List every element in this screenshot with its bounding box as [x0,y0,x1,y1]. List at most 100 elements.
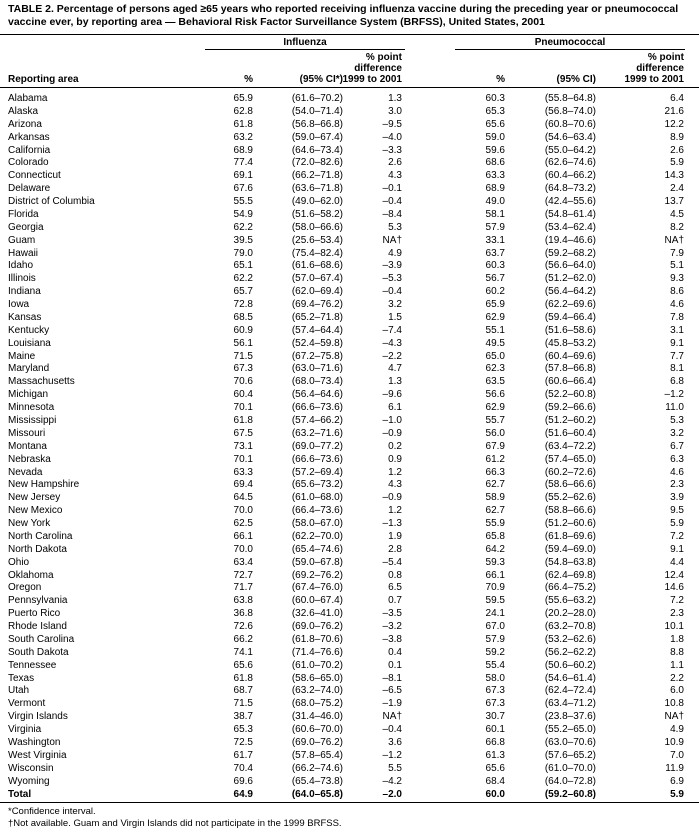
table-cell: (63.2–74.0) [291,685,343,697]
table-cell: 4.4 [670,556,684,568]
table-cell: 56.7 [485,273,505,285]
table-cell: 60.3 [485,93,505,104]
table-cell: 24.1 [485,608,505,620]
table-cell: (56.8–74.0) [544,105,596,117]
table-cell: 9.1 [670,337,684,349]
row-label: Michigan [8,389,49,401]
row-label: Maryland [8,363,50,375]
table-cell: 68.9 [233,144,253,156]
table-cell: 2.6 [388,157,402,169]
table-cell: 4.9 [670,724,684,736]
table-cell: 64.2 [485,543,505,555]
table-cell: 61.7 [233,749,253,761]
table-cell: 67.9 [485,440,505,452]
table-cell: 70.0 [233,505,253,517]
table-cell: –1.2 [382,749,402,761]
table-cell: 79.0 [233,247,253,259]
table-cell: (63.2–70.8) [544,621,596,633]
table-cell: 9.3 [670,273,684,285]
table-cell: 63.3 [485,170,505,182]
table-cell: (62.0–69.4) [291,286,343,298]
table-cell: 72.6 [233,621,253,633]
table-cell: 58.0 [485,672,505,684]
table-cell: 6.5 [388,582,402,594]
table-cell: (61.6–68.6) [291,260,343,272]
table-cell: (62.2–69.6) [544,299,596,311]
table-cell: (57.8–66.8) [544,363,596,375]
table-cell: (56.4–64.2) [544,286,596,298]
table-cell: 5.9 [670,157,684,169]
rule [0,802,699,803]
table-cell: (57.4–64.4) [291,324,343,336]
table-cell: 6.1 [388,402,402,414]
table-cell: 49.0 [485,196,505,208]
row-label: Connecticut [8,170,61,182]
table-cell: (60.6–70.0) [291,724,343,736]
table-cell: 3.2 [670,427,684,439]
table-cell: NA† [382,711,402,723]
row-label: Kentucky [8,324,50,336]
row-label: North Dakota [8,543,67,555]
table-cell: (69.0–76.2) [291,621,343,633]
table-cell: (63.4–71.2) [544,698,596,710]
row-label: Washington [8,737,61,748]
table-cell: 6.3 [670,453,684,465]
table-cell: 2.2 [670,672,684,684]
table-cell: (59.0–67.4) [291,131,343,143]
table-cell: (59.2–66.6) [544,402,596,414]
row-label: Rhode Island [8,621,67,633]
table-cell: 56.1 [233,337,253,349]
table-cell: 66.3 [485,466,505,478]
table-cell: 67.6 [233,183,253,195]
table-cell: (61.0–70.2) [291,659,343,671]
table-cell: (61.8–70.6) [291,633,343,645]
table-cell: 66.1 [233,530,253,542]
table-cell: (31.4–46.0) [291,711,343,723]
table-cell: 5.1 [670,260,684,272]
table-cell: (56.8–66.8) [291,118,343,130]
table-cell: 1.2 [388,505,402,517]
table-cell: 72.8 [233,299,253,311]
table-cell: 7.0 [670,749,684,761]
table-cell: 0.1 [388,659,402,671]
row-label: Iowa [8,299,30,311]
table-cell: (68.0–75.2) [291,698,343,710]
table-cell: 55.7 [485,415,505,426]
table-cell: (55.2–62.6) [544,492,596,504]
table-cell: 60.4 [233,389,253,401]
table-cell: (58.0–66.6) [291,221,343,233]
row-label: Indiana [8,286,41,298]
table-cell: 58.1 [485,208,505,220]
table-cell: –9.6 [382,389,402,401]
table-cell: 12.2 [664,118,684,130]
table-cell: 61.8 [233,118,253,130]
table-cell: –5.4 [382,556,402,568]
table-cell: 65.0 [485,350,505,362]
row-label: Puerto Rico [8,608,61,620]
table-cell: (75.4–82.4) [291,247,343,259]
column-header: difference [354,63,402,74]
table-cell: 67.3 [233,363,253,375]
table-cell: 69.4 [233,479,253,491]
table-cell: 62.2 [233,221,253,233]
table-cell: (64.8–73.2) [544,183,596,195]
table-cell: 55.5 [233,196,253,208]
row-label: Delaware [8,183,51,195]
table-cell: 62.7 [485,505,505,517]
table-cell: 64.9 [233,788,253,800]
table-cell: 4.3 [388,170,402,182]
table-cell: 65.6 [233,659,253,671]
table-cell: 33.1 [485,234,505,246]
table-cell: 77.4 [233,157,253,169]
table-cell: 62.3 [485,363,505,375]
table-cell: (62.4–72.4) [544,685,596,697]
table-cell: –2.2 [382,350,402,362]
table-cell: –0.1 [382,183,402,195]
table-cell: (59.4–69.0) [544,543,596,555]
table-cell: 6.9 [670,775,684,787]
table-cell: –2.0 [382,788,402,800]
row-label: California [8,144,51,156]
table-cell: (23.8–37.6) [544,711,596,723]
table-cell: 71.5 [233,350,253,362]
